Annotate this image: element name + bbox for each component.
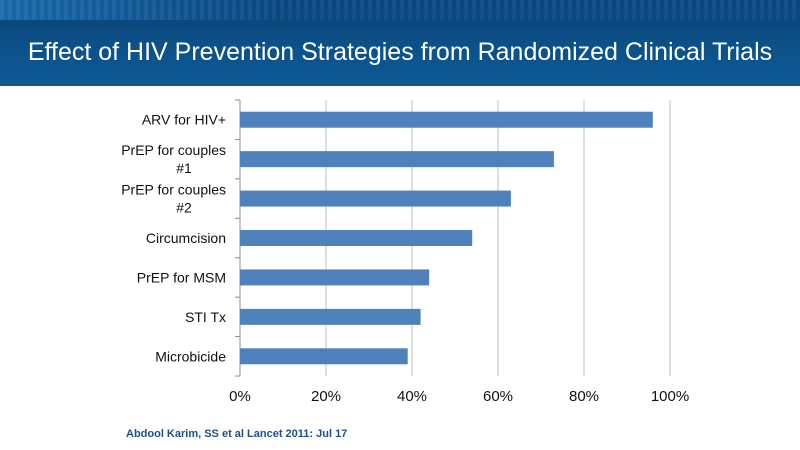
header-band [0, 0, 800, 20]
bar [240, 111, 653, 128]
slide-header: Effect of HIV Prevention Strategies from… [0, 0, 800, 86]
bar [240, 190, 511, 207]
x-tick-label: 40% [397, 388, 427, 405]
bar [240, 308, 421, 325]
category-label: PrEP for couples [121, 142, 226, 158]
category-label: PrEP for couples [121, 182, 226, 198]
bar [240, 230, 473, 246]
bar [240, 151, 554, 168]
bar [240, 348, 408, 365]
bar [240, 269, 430, 286]
slide-title: Effect of HIV Prevention Strategies from… [27, 38, 773, 66]
chart-area: ARV for HIV+ PrEP for couples #1 PrEP for c… [0, 86, 800, 416]
category-label: STI Tx [185, 309, 226, 325]
category-label: Circumcision [146, 230, 226, 246]
category-label: #1 [176, 160, 192, 176]
category-label: Microbicide [155, 348, 226, 364]
x-tick-label: 60% [483, 388, 513, 405]
bar-chart: ARV for HIV+ PrEP for couples #1 PrEP for c… [121, 99, 689, 405]
x-tick-label: 20% [311, 388, 341, 405]
x-tick-label: 100% [651, 388, 689, 405]
citation-footnote: Abdool Karim, SS et al Lancet 2011: Jul … [126, 428, 348, 440]
x-tick-label: 0% [229, 388, 251, 405]
category-label: PrEP for MSM [137, 269, 226, 285]
category-label: ARV for HIV+ [142, 112, 226, 128]
x-tick-label: 80% [569, 388, 599, 405]
category-label: #2 [176, 200, 192, 216]
